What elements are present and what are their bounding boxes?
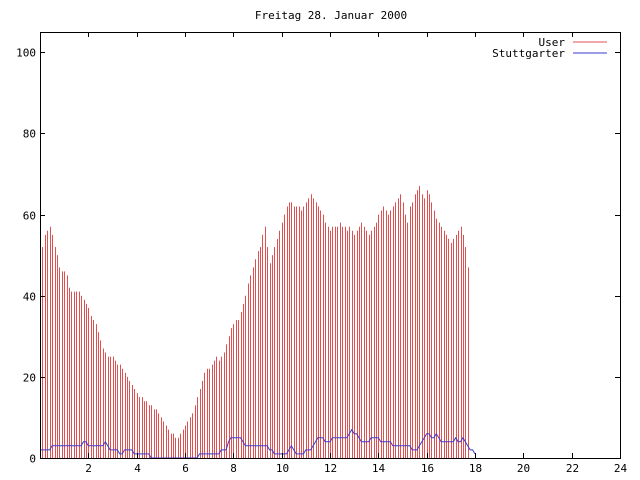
x-tick-label: 14 <box>372 462 386 475</box>
x-tick-label: 2 <box>85 462 92 475</box>
chart-title: Freitag 28. Januar 2000 <box>255 9 407 22</box>
legend-label-stuttgarter: Stuttgarter <box>492 47 565 60</box>
x-tick-label: 8 <box>230 462 237 475</box>
x-tick-label: 20 <box>517 462 530 475</box>
x-tick-label: 12 <box>324 462 337 475</box>
x-tick-label: 24 <box>614 462 628 475</box>
x-tick-label: 10 <box>276 462 289 475</box>
y-tick-label: 0 <box>29 453 36 466</box>
y-tick-label: 60 <box>23 210 36 223</box>
x-tick-label: 18 <box>469 462 482 475</box>
legend-label-user: User <box>539 36 566 49</box>
y-tick-label: 100 <box>16 47 36 60</box>
x-tick-label: 22 <box>566 462 579 475</box>
x-tick-label: 16 <box>421 462 434 475</box>
legend: User Stuttgarter <box>492 36 607 60</box>
user-bars <box>40 186 469 458</box>
y-tick-label: 40 <box>23 291 36 304</box>
stuttgarter-line <box>40 428 476 459</box>
x-tick-label: 6 <box>182 462 189 475</box>
y-axis: 0 20 40 60 80 100 <box>16 47 620 466</box>
x-axis: 2 4 6 8 10 12 14 16 18 20 22 24 <box>85 32 627 475</box>
x-tick-label: 4 <box>134 462 141 475</box>
y-tick-label: 20 <box>23 372 36 385</box>
y-tick-label: 80 <box>23 128 36 141</box>
